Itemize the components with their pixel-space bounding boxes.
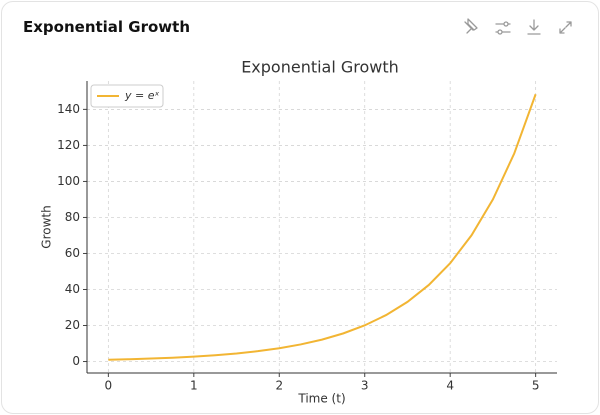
x-tick-label: 2 (275, 379, 283, 393)
x-tick-label: 3 (361, 379, 369, 393)
settings-icon[interactable] (495, 21, 511, 35)
y-axis-label: Growth (40, 205, 54, 248)
x-tick-label: 1 (190, 379, 198, 393)
y-tick-label: 140 (57, 102, 80, 116)
chart-title: Exponential Growth (241, 58, 399, 77)
x-tick-label: 4 (446, 379, 454, 393)
card-title: Exponential Growth (23, 18, 191, 36)
y-tick-label: 40 (65, 282, 80, 296)
toolbar (464, 18, 572, 35)
y-tick-label: 60 (65, 246, 80, 260)
y-tick-label: 80 (65, 210, 80, 224)
y-tick-label: 0 (72, 354, 80, 368)
expand-icon[interactable] (559, 21, 572, 34)
pin-icon[interactable] (464, 18, 478, 34)
x-axis-label: Time (t) (297, 392, 345, 406)
y-tick-label: 100 (57, 174, 80, 188)
legend-label: y = eˣ (124, 89, 159, 102)
x-tick-label: 5 (532, 379, 540, 393)
y-tick-label: 120 (57, 138, 80, 152)
y-tick-label: 20 (65, 318, 80, 332)
x-tick-label: 0 (105, 379, 113, 393)
line (108, 93, 537, 361)
download-icon[interactable] (527, 19, 541, 35)
legend-box (90, 84, 164, 108)
legend: y = eˣ (90, 84, 164, 108)
